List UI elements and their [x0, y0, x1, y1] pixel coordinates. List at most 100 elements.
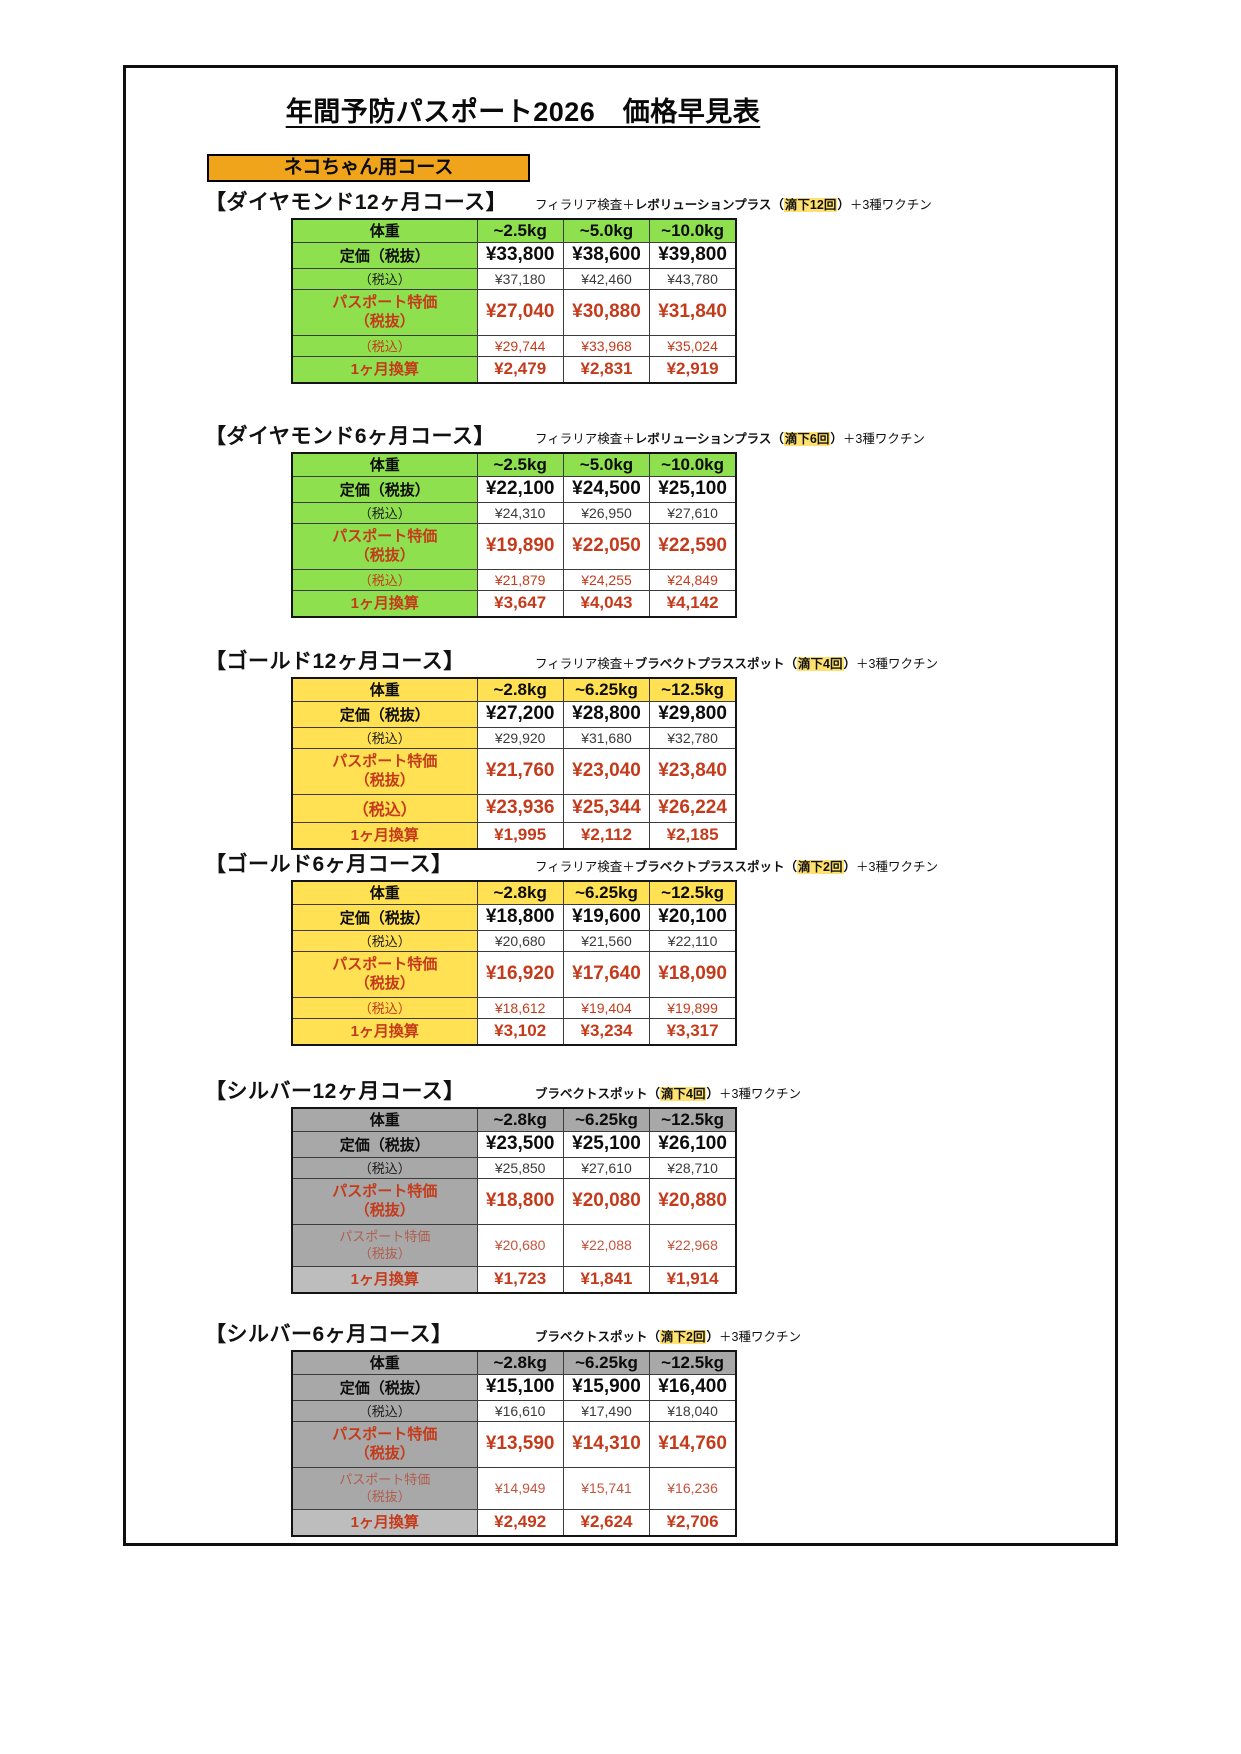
row-label-list-price-tax: （税込）	[291, 267, 478, 290]
monthly-price-cell: ¥3,102	[476, 1017, 564, 1046]
row-label-passport-price-tax: パスポート特価 （税抜）	[291, 1223, 478, 1267]
table-row-passport-price-tax: （税込） ¥18,612 ¥19,404 ¥19,899	[291, 996, 737, 1019]
table-row-list-price: 定価（税抜） ¥15,100 ¥15,900 ¥16,400	[291, 1373, 737, 1401]
table-row-passport-price: パスポート特価 （税抜） ¥18,800 ¥20,080 ¥20,880	[291, 1177, 737, 1225]
course-note: フィラリア検査＋レボリューションプラス（滴下6回）＋3種ワクチン	[535, 428, 925, 447]
table-row-passport-price: パスポート特価 （税抜） ¥13,590 ¥14,310 ¥14,760	[291, 1420, 737, 1468]
passport-price-cell: ¥14,310	[562, 1420, 651, 1468]
note-product: ブラベクトスポット	[535, 1330, 648, 1344]
list-price-tax-cell: ¥20,680	[476, 929, 564, 952]
list-price-tax-cell: ¥43,780	[649, 267, 737, 290]
monthly-price-cell: ¥4,142	[649, 589, 737, 618]
passport-price-cell: ¥17,640	[562, 950, 651, 998]
weight-cell: ~5.0kg	[562, 452, 651, 477]
table-row-list-price-tax: （税込） ¥20,680 ¥21,560 ¥22,110	[291, 929, 737, 952]
note-prefix: フィラリア検査＋	[535, 657, 635, 671]
table-row-list-price-tax: （税込） ¥37,180 ¥42,460 ¥43,780	[291, 267, 737, 290]
note-highlight: 滴下4回	[660, 1087, 707, 1101]
monthly-price-cell: ¥3,647	[476, 589, 564, 618]
note-prefix: フィラリア検査＋	[535, 432, 635, 446]
row-label-passport-price: パスポート特価 （税抜）	[291, 747, 478, 795]
list-price-tax-cell: ¥26,950	[562, 501, 651, 524]
table-row-monthly-price: 1ヶ月換算 ¥2,492 ¥2,624 ¥2,706	[291, 1508, 737, 1537]
row-label-passport-price-tax: パスポート特価 （税抜）	[291, 1466, 478, 1510]
list-price-tax-cell: ¥16,610	[476, 1399, 564, 1422]
note-product: ブラベクトプラススポット	[634, 860, 785, 874]
list-price-tax-cell: ¥22,110	[649, 929, 737, 952]
weight-cell: ~6.25kg	[562, 1350, 651, 1375]
row-label-passport-price: パスポート特価 （税抜）	[291, 1177, 478, 1225]
passport-price-tax-cell: ¥15,741	[562, 1466, 651, 1510]
monthly-price-cell: ¥2,112	[562, 821, 651, 850]
course-heading: 【ゴールド12ヶ月コース】	[205, 650, 465, 673]
passport-price-tax-cell: ¥19,899	[649, 996, 737, 1019]
weight-cell: ~6.25kg	[562, 677, 651, 702]
course-heading: 【ゴールド6ヶ月コース】	[205, 853, 453, 876]
passport-price-cell: ¥19,890	[476, 522, 564, 570]
row-label-list-price: 定価（税抜）	[291, 700, 478, 728]
row-label-list-price: 定価（税抜）	[291, 475, 478, 503]
monthly-price-cell: ¥2,479	[476, 355, 564, 384]
row-label-passport-price-tax: （税込）	[291, 996, 478, 1019]
course-section: 【ゴールド12ヶ月コース】 フィラリア検査＋ブラベクトプラススポット（滴下4回）＋…	[205, 645, 1125, 860]
course-section: 【ゴールド6ヶ月コース】 フィラリア検査＋ブラベクトプラススポット（滴下2回）＋3…	[205, 848, 1125, 1063]
row-label-monthly-price: 1ヶ月換算	[291, 821, 478, 850]
page-title: 年間予防パスポート2026 価格早見表	[285, 97, 761, 127]
table-row-passport-price-tax: （税込） ¥29,744 ¥33,968 ¥35,024	[291, 334, 737, 357]
table-row-weight: 体重 ~2.5kg ~5.0kg ~10.0kg	[291, 218, 737, 243]
monthly-price-cell: ¥1,914	[649, 1265, 737, 1294]
monthly-price-cell: ¥2,185	[649, 821, 737, 850]
list-price-tax-cell: ¥31,680	[562, 726, 651, 749]
table-row-passport-price: パスポート特価 （税抜） ¥16,920 ¥17,640 ¥18,090	[291, 950, 737, 998]
table-row-passport-price-tax: パスポート特価 （税抜） ¥14,949 ¥15,741 ¥16,236	[291, 1466, 737, 1510]
row-label-monthly-price: 1ヶ月換算	[291, 589, 478, 618]
weight-cell: ~2.5kg	[476, 218, 564, 243]
list-price-tax-cell: ¥27,610	[649, 501, 737, 524]
course-note: ブラベクトスポット（滴下4回）＋3種ワクチン	[535, 1083, 801, 1102]
row-label-monthly-price: 1ヶ月換算	[291, 355, 478, 384]
note-highlight: 滴下12回	[783, 198, 838, 212]
passport-price-tax-cell: ¥14,949	[476, 1466, 564, 1510]
note-paren-close: ）	[837, 198, 850, 212]
row-label-passport-price: パスポート特価 （税抜）	[291, 1420, 478, 1468]
list-price-cell: ¥19,600	[562, 903, 651, 931]
table-row-list-price: 定価（税抜） ¥18,800 ¥19,600 ¥20,100	[291, 903, 737, 931]
passport-price-tax-cell: ¥18,612	[476, 996, 564, 1019]
table-row-passport-price-tax: （税込） ¥23,936 ¥25,344 ¥26,224	[291, 793, 737, 823]
row-label-passport-price: パスポート特価 （税抜）	[291, 950, 478, 998]
passport-price-cell: ¥20,880	[649, 1177, 737, 1225]
price-table: 体重 ~2.8kg ~6.25kg ~12.5kg 定価（税抜） ¥23,500 ¥25,1…	[291, 1107, 737, 1294]
list-price-cell: ¥33,800	[476, 241, 564, 269]
list-price-tax-cell: ¥28,710	[649, 1156, 737, 1179]
passport-price-cell: ¥14,760	[649, 1420, 737, 1468]
price-table: 体重 ~2.8kg ~6.25kg ~12.5kg 定価（税抜） ¥18,800 ¥19,6…	[291, 880, 737, 1046]
weight-cell: ~12.5kg	[649, 1350, 737, 1375]
passport-price-cell: ¥18,090	[649, 950, 737, 998]
table-row-passport-price: パスポート特価 （税抜） ¥21,760 ¥23,040 ¥23,840	[291, 747, 737, 795]
passport-price-tax-cell: ¥16,236	[649, 1466, 737, 1510]
list-price-cell: ¥15,900	[562, 1373, 651, 1401]
table-row-list-price-tax: （税込） ¥24,310 ¥26,950 ¥27,610	[291, 501, 737, 524]
list-price-cell: ¥20,100	[649, 903, 737, 931]
row-label-passport-price: パスポート特価 （税抜）	[291, 288, 478, 336]
passport-price-cell: ¥30,880	[562, 288, 651, 336]
course-note: フィラリア検査＋ブラベクトプラススポット（滴下4回）＋3種ワクチン	[535, 653, 938, 672]
passport-price-cell: ¥21,760	[476, 747, 564, 795]
list-price-tax-cell: ¥17,490	[562, 1399, 651, 1422]
row-label-list-price: 定価（税抜）	[291, 241, 478, 269]
weight-cell: ~2.8kg	[476, 880, 564, 905]
price-table: 体重 ~2.8kg ~6.25kg ~12.5kg 定価（税抜） ¥27,200 ¥28,8…	[291, 677, 737, 850]
weight-cell: ~6.25kg	[562, 1107, 651, 1132]
table-row-list-price: 定価（税抜） ¥23,500 ¥25,100 ¥26,100	[291, 1130, 737, 1158]
list-price-tax-cell: ¥25,850	[476, 1156, 564, 1179]
passport-price-cell: ¥22,050	[562, 522, 651, 570]
list-price-tax-cell: ¥18,040	[649, 1399, 737, 1422]
list-price-tax-cell: ¥32,780	[649, 726, 737, 749]
table-row-passport-price-tax: （税込） ¥21,879 ¥24,255 ¥24,849	[291, 568, 737, 591]
row-label-list-price: 定価（税抜）	[291, 1373, 478, 1401]
list-price-cell: ¥18,800	[476, 903, 564, 931]
monthly-price-cell: ¥2,919	[649, 355, 737, 384]
note-paren-close: ）	[843, 860, 857, 874]
monthly-price-cell: ¥4,043	[562, 589, 651, 618]
